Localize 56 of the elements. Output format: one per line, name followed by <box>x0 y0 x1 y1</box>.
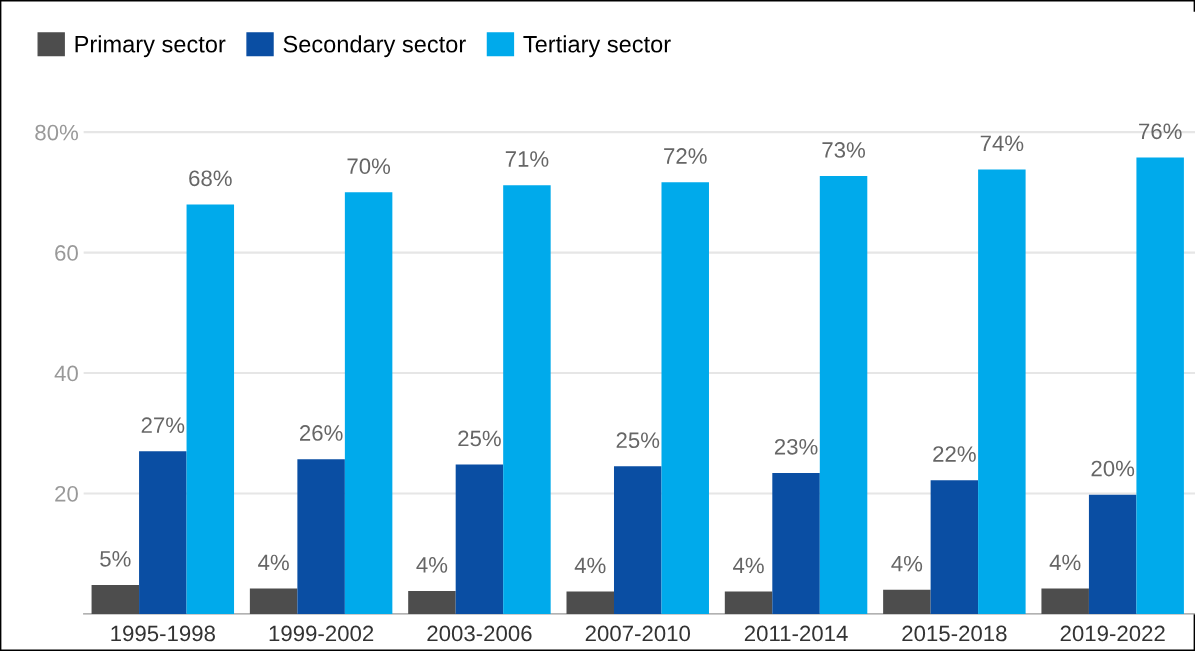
data-label: 4% <box>258 554 289 571</box>
bar <box>566 591 614 614</box>
bar <box>883 589 931 614</box>
bar <box>408 591 456 614</box>
y-tick-label: 80% <box>35 124 78 141</box>
bar <box>186 204 235 614</box>
data-label: 72% <box>664 148 707 164</box>
bar <box>614 466 662 614</box>
x-tick-label: 1999-2002 <box>269 625 374 642</box>
data-label: 68% <box>189 170 232 187</box>
bar <box>139 451 187 614</box>
bar <box>91 584 140 614</box>
x-tick-label: 2007-2010 <box>585 625 691 642</box>
data-label: 76% <box>1139 123 1182 140</box>
bar <box>772 472 820 614</box>
x-tick-label: 2011-2014 <box>744 625 848 642</box>
bar <box>455 464 504 614</box>
data-label: 73% <box>822 142 865 158</box>
bar <box>1041 588 1089 614</box>
data-label: 4% <box>733 557 764 574</box>
data-label: 4% <box>416 557 448 573</box>
bar <box>1136 157 1184 614</box>
x-tick-label: 2015-2018 <box>902 625 1007 642</box>
data-label: 22% <box>933 446 976 462</box>
legend-label: Secondary sector <box>283 35 466 58</box>
y-tick-label: 60 <box>55 245 78 261</box>
data-label: 4% <box>1049 554 1081 571</box>
data-label: 25% <box>616 432 660 449</box>
legend-label: Tertiary sector <box>523 35 671 58</box>
bar <box>249 588 298 614</box>
data-label: 26% <box>300 425 343 441</box>
data-label: 74% <box>980 135 1024 152</box>
x-tick-label: 1995-1998 <box>111 625 215 642</box>
bar <box>503 185 551 614</box>
y-tick-label: 20 <box>55 485 78 502</box>
data-label: 70% <box>347 158 391 175</box>
bar <box>978 169 1026 614</box>
data-label: 5% <box>100 551 131 567</box>
data-label: 23% <box>774 438 818 455</box>
bar <box>344 192 393 614</box>
legend-label: Primary sector <box>75 35 226 58</box>
data-label: 25% <box>458 430 501 447</box>
bar <box>819 176 868 614</box>
bar <box>930 480 979 614</box>
data-label: 71% <box>505 151 549 167</box>
data-label: 4% <box>574 557 606 574</box>
x-tick-label: 2019-2022 <box>1060 625 1165 642</box>
bar <box>297 459 345 614</box>
bar <box>1088 494 1137 614</box>
data-label: 4% <box>891 555 923 572</box>
data-label: 20% <box>1091 460 1135 477</box>
x-tick-label: 2003-2006 <box>427 625 532 642</box>
bar <box>661 182 709 614</box>
bar <box>724 591 773 614</box>
y-tick-label: 40 <box>54 365 78 382</box>
data-label: 27% <box>141 417 185 433</box>
